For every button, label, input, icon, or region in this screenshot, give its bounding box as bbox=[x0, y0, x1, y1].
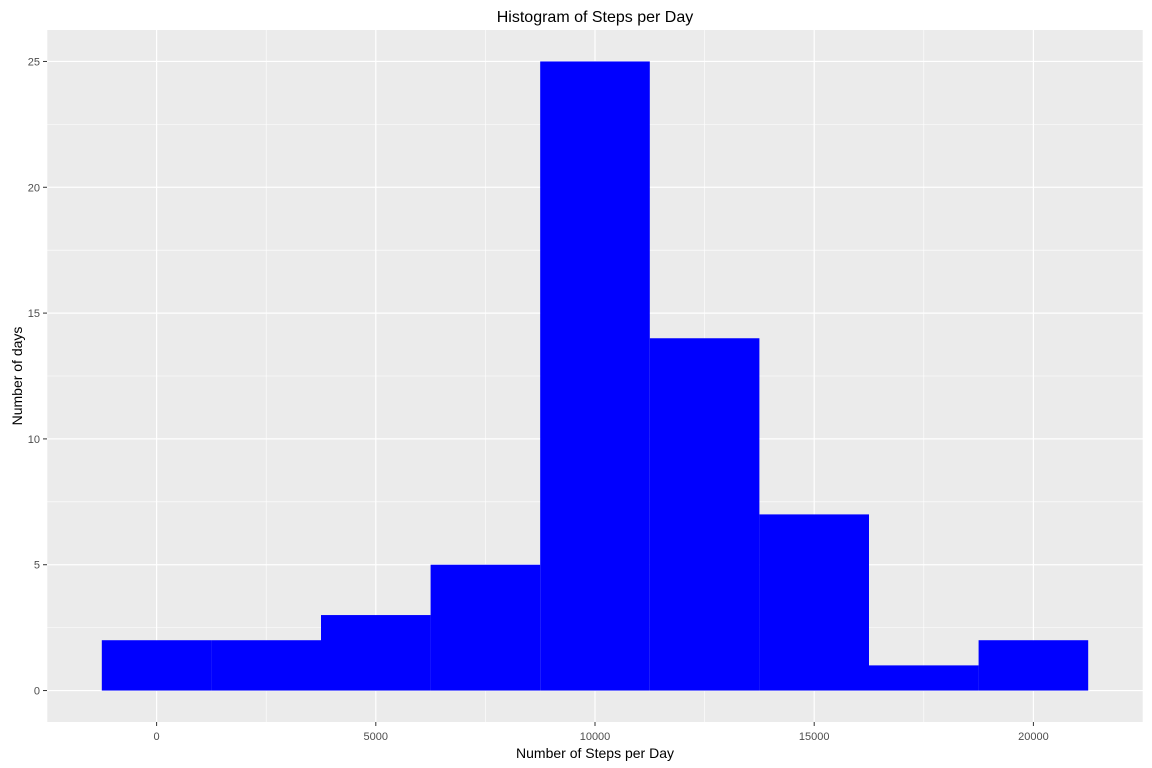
histogram-bar-8 bbox=[869, 665, 979, 691]
histogram-bar-5 bbox=[540, 61, 650, 691]
x-tick-label: 15000 bbox=[799, 731, 830, 743]
y-tick-label: 0 bbox=[34, 686, 40, 698]
y-tick-label: 5 bbox=[34, 560, 40, 572]
x-axis-ticks: 0 5000 10000 15000 20000 bbox=[154, 722, 1049, 743]
chart-title: Histogram of Steps per Day bbox=[497, 9, 694, 26]
histogram-bar-3 bbox=[321, 615, 431, 691]
y-tick-label: 25 bbox=[28, 56, 40, 68]
histogram-bar-4 bbox=[430, 564, 541, 691]
y-tick-label: 10 bbox=[28, 434, 40, 446]
x-axis-title: Number of Steps per Day bbox=[516, 745, 674, 761]
y-tick-label: 20 bbox=[28, 182, 40, 194]
histogram-bar-1 bbox=[101, 640, 212, 691]
histogram-bar-9 bbox=[978, 640, 1089, 691]
y-axis-title: Number of days bbox=[9, 327, 25, 426]
y-tick-label: 15 bbox=[28, 308, 40, 320]
x-tick-label: 10000 bbox=[580, 731, 611, 743]
x-tick-label: 20000 bbox=[1018, 731, 1049, 743]
x-tick-label: 0 bbox=[154, 731, 160, 743]
histogram-bars bbox=[101, 61, 1089, 691]
histogram-bar-2 bbox=[211, 640, 321, 691]
x-tick-label: 5000 bbox=[364, 731, 388, 743]
y-axis-ticks: 0 5 10 15 20 25 bbox=[28, 56, 47, 698]
histogram-bar-6 bbox=[649, 338, 760, 691]
histogram-bar-7 bbox=[759, 514, 869, 691]
